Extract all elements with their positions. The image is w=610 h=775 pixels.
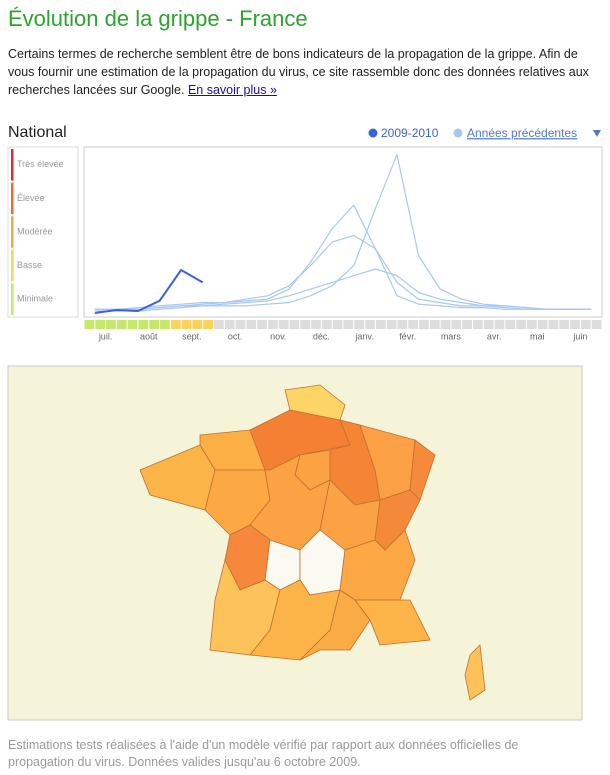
level-band [11, 182, 14, 215]
page-title: Évolution de la grippe - France [8, 6, 308, 31]
level-cell [397, 320, 408, 329]
x-tick-label: mai [530, 331, 545, 341]
level-box [7, 146, 79, 318]
y-tick-label: Très élevée [17, 159, 64, 169]
series-line [94, 204, 592, 310]
region [354, 599, 431, 646]
level-cell [311, 320, 321, 329]
level-cell [149, 320, 160, 329]
x-tick-label: avr. [487, 331, 502, 341]
map [139, 384, 486, 701]
level-band [11, 249, 14, 282]
chart-title: National [8, 124, 67, 141]
legend-label[interactable]: Années précédentes [467, 126, 577, 140]
level-cell [160, 320, 170, 329]
intro: Certains termes de recherche semblent êt… [8, 45, 593, 99]
level-cell [591, 320, 602, 329]
level-cell [408, 320, 419, 329]
series-line [94, 269, 204, 314]
level-cell [127, 320, 138, 329]
level-cell [570, 320, 580, 329]
level-cell [419, 320, 429, 329]
x-tick-label: sept. [182, 331, 202, 341]
level-cell [429, 320, 440, 329]
level-cell [289, 320, 300, 329]
level-cell [494, 320, 505, 329]
level-cell [95, 320, 106, 329]
level-cell [462, 320, 472, 329]
y-tick-label: Modérée [17, 226, 53, 236]
level-cell [354, 320, 365, 329]
level-cell [203, 320, 213, 329]
level-cell [451, 320, 462, 329]
level-cell [375, 320, 386, 329]
level-cell [181, 320, 192, 329]
level-cell [300, 320, 311, 329]
level-cell [548, 320, 559, 329]
region [464, 644, 486, 701]
legend-swatch [368, 128, 378, 138]
region [284, 384, 346, 421]
y-tick-label: Basse [17, 260, 42, 270]
x-tick-label: oct. [228, 331, 243, 341]
series-line [94, 268, 592, 310]
level-cell [483, 320, 494, 329]
level-cell [246, 320, 257, 329]
level-cell [106, 320, 116, 329]
level-cell [365, 320, 375, 329]
level-cell [257, 320, 267, 329]
x-tick-label: juin [572, 331, 587, 341]
level-cell [473, 320, 483, 329]
x-tick-label: mars [441, 331, 461, 341]
level-band [11, 149, 14, 181]
level-cell [505, 320, 516, 329]
x-tick-label: nov. [270, 331, 286, 341]
level-cell [267, 320, 278, 329]
x-tick-label: juil. [98, 331, 113, 341]
x-tick-label: août [140, 331, 158, 341]
x-tick-label: janv. [354, 331, 373, 341]
level-cell [278, 320, 289, 329]
level-cell [516, 320, 526, 329]
learn-more-link[interactable]: En savoir plus » [187, 83, 277, 97]
level-cell [440, 320, 451, 329]
legend-swatch [453, 128, 463, 138]
level-cell [235, 320, 246, 329]
level-cell [321, 320, 332, 329]
dropdown-arrow[interactable] [593, 130, 601, 137]
x-tick-label: févr. [399, 331, 416, 341]
level-cell [580, 320, 591, 329]
level-cell [332, 320, 343, 329]
level-cell [138, 320, 149, 329]
level-cell [214, 320, 224, 329]
level-cell [224, 320, 235, 329]
legend-label: 2009-2010 [381, 126, 439, 140]
y-tick-label: Minimale [17, 294, 53, 304]
x-tick-label: déc. [313, 331, 330, 341]
level-cell [192, 320, 203, 329]
level-band [11, 283, 14, 315]
level-band [11, 216, 14, 248]
footer-note: Estimations tests réalisées à l'aide d'u… [8, 738, 519, 769]
level-cell [559, 320, 570, 329]
level-cell [537, 320, 548, 329]
level-cell [116, 320, 127, 329]
level-cell [170, 320, 181, 329]
plot-frame [83, 146, 603, 318]
level-cell [84, 320, 95, 329]
level-cell [343, 320, 354, 329]
level-cell [526, 320, 537, 329]
intro-text: Certains termes de recherche semblent êt… [8, 47, 589, 97]
level-cell [386, 320, 397, 329]
y-tick-label: Élevée [17, 193, 45, 203]
